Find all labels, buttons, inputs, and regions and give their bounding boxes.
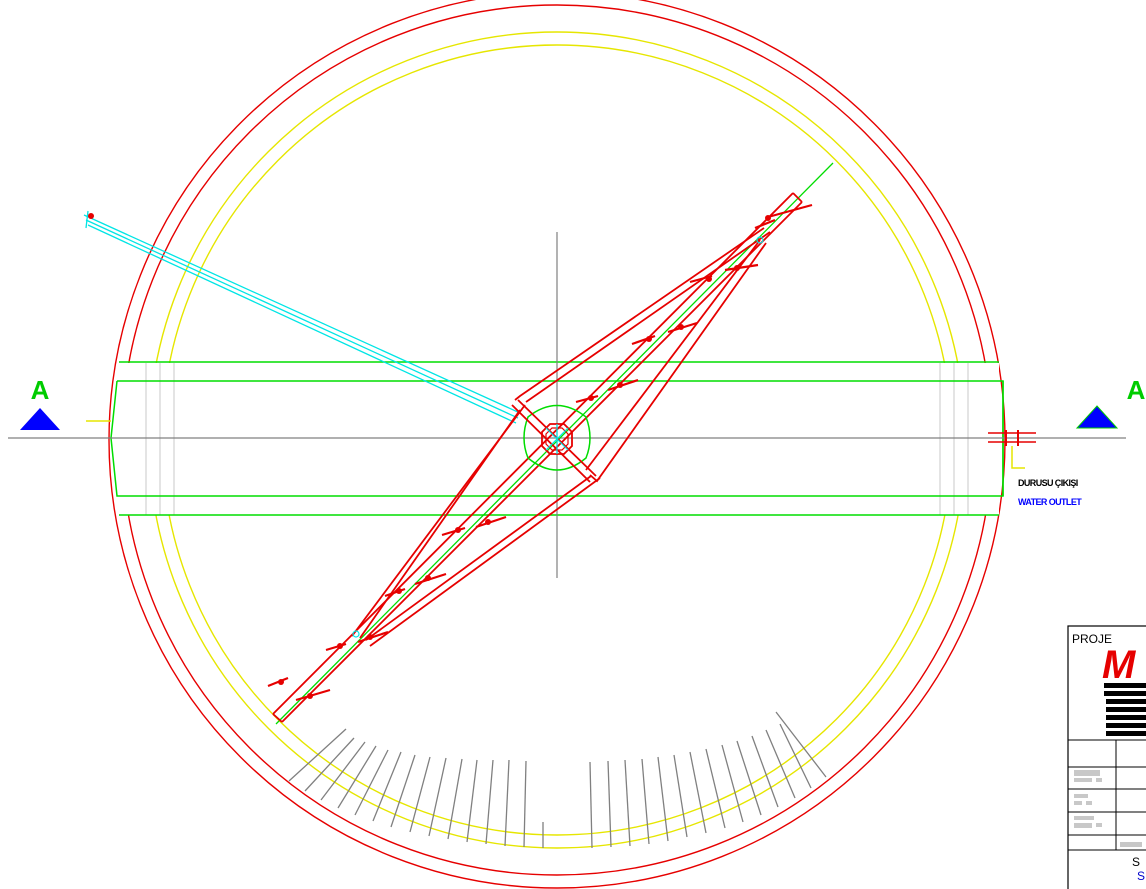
center-drive — [511, 399, 597, 483]
inlet-pipe — [83, 210, 521, 424]
title-block-footer-sub: S — [1137, 869, 1145, 883]
title-block-logo: M — [1102, 643, 1137, 687]
outlet-channel — [110, 361, 1004, 516]
bridge-centerline — [275, 162, 834, 725]
section-triangle-right-icon — [1077, 406, 1117, 428]
section-triangle-left-icon — [20, 408, 60, 430]
title-block-logo-bricks — [1104, 683, 1146, 736]
section-marker-left: A — [20, 375, 60, 430]
section-label-right: A — [1127, 375, 1146, 405]
water-outlet-pipe — [988, 430, 1036, 469]
outlet-note-tr: DURUSU ÇIKIŞI — [1018, 478, 1078, 488]
title-block-footer: S — [1132, 855, 1140, 869]
section-marker-right: A — [1075, 375, 1146, 429]
outlet-note-en: WATER OUTLET — [1018, 497, 1082, 507]
title-block: PROJE M S S — [1067, 625, 1146, 889]
title-block-project-label: PROJE — [1072, 632, 1112, 646]
section-label-left: A — [31, 375, 50, 405]
pipe-end-marker — [88, 213, 94, 219]
peripheral-baffles — [288, 711, 827, 849]
